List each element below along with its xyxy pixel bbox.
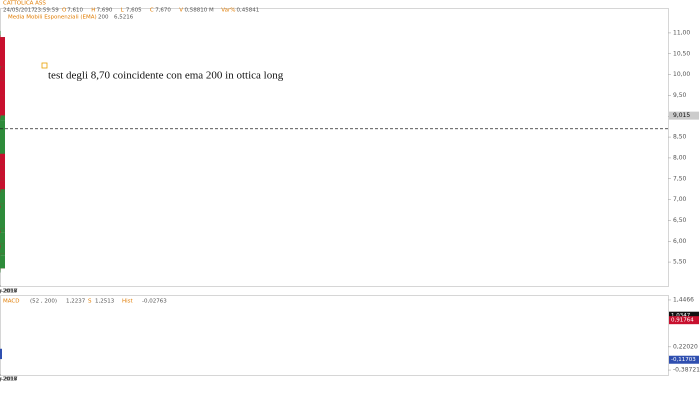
candle-body — [0, 170, 5, 177]
histogram-bar — [0, 354, 2, 356]
candle-body — [0, 232, 5, 244]
header-text: 23:59:59 — [34, 8, 59, 14]
y-tick-label: 1,4466 — [673, 296, 694, 303]
x-tick-label: 01-Nov-2017 — [0, 377, 18, 383]
header-text: (52 , 200) — [30, 299, 57, 305]
candle-body — [0, 187, 5, 190]
x-tick-label: 01-Dic-2016 — [0, 377, 17, 383]
candle-body — [0, 95, 5, 116]
candle-body — [0, 164, 5, 171]
header-text: L — [121, 8, 125, 14]
y-tick-label: -0,38721 — [673, 367, 700, 374]
chart-title: CATTOLICA ASS — [3, 1, 46, 7]
histogram-bar — [0, 352, 2, 356]
candle-body — [0, 191, 5, 204]
annotation-marker — [41, 62, 48, 69]
header-text: V — [179, 8, 183, 14]
x-tick-label: 01-Nov-2017 — [0, 289, 18, 295]
x-tick-label: 01-Dic-2017 — [0, 377, 17, 383]
header-text: Var% — [221, 8, 235, 14]
candle-body — [0, 255, 5, 269]
macd-panel — [0, 295, 669, 376]
y-tick-label: 6,00 — [673, 238, 687, 245]
y-tick-label: 7,50 — [673, 175, 687, 182]
x-tick-label: 01-Set-2017 — [0, 289, 17, 295]
x-tick-label: 03-Lug-2017 — [0, 289, 18, 295]
x-tick-label: 01-Feb-2018 — [0, 377, 18, 383]
x-tick-label: 03-Apr-2017 — [0, 289, 18, 295]
histogram-bar — [0, 348, 2, 356]
header-text: 1,2237 — [66, 299, 86, 305]
y-tick-label: 10,00 — [673, 71, 690, 78]
candle-body — [0, 226, 5, 233]
y-tick-label: 8,50 — [673, 134, 687, 141]
header-text: MACD — [3, 299, 20, 305]
last-value-label: -0,11703 — [671, 357, 696, 363]
candle-body — [0, 176, 5, 181]
header-text: Media Mobili Esponenziali (EMA) — [8, 15, 97, 21]
last-value-label: 0,91764 — [671, 318, 694, 324]
header-text: 6,5216 — [114, 15, 134, 21]
candle-body — [0, 160, 5, 165]
x-tick-label: 01-Giu-2017 — [0, 289, 18, 295]
x-tick-label: 03-Lug-2017 — [0, 377, 18, 383]
last-price-box — [669, 111, 699, 120]
header-text: 200 — [98, 15, 109, 21]
y-tick-label: 0,22020 — [673, 343, 698, 350]
y-tick-label: 9,50 — [673, 92, 687, 99]
y-tick-label: 8,00 — [673, 154, 687, 161]
candle-body — [0, 245, 5, 254]
candle-body — [0, 185, 5, 188]
header-text: 7,670 — [155, 8, 171, 14]
histogram-bar — [0, 355, 2, 360]
last-price-label: 9,015 — [673, 112, 690, 119]
header-text: 24/05/2017 — [3, 8, 35, 14]
y-tick-label: 11,00 — [673, 29, 690, 36]
candle-body — [0, 195, 5, 229]
header-text: H — [91, 8, 95, 14]
header-text: 7,605 — [126, 8, 142, 14]
y-tick-label: 6,50 — [673, 217, 687, 224]
candle-body — [0, 80, 5, 96]
header-text: 0,58810 M — [185, 8, 214, 14]
y-tick-label: 10,50 — [673, 50, 690, 57]
header-text: -0,02763 — [142, 299, 167, 305]
header-text: S — [88, 299, 92, 305]
x-tick-label: 01-Set-2017 — [0, 377, 17, 383]
y-tick-label: 5,50 — [673, 259, 687, 266]
annotation: test degli 8,70 coincidente con ema 200 … — [48, 70, 284, 82]
header-text: C — [150, 8, 154, 14]
header-text: Hist — [122, 299, 134, 305]
last-value-box — [669, 311, 699, 320]
candle-body — [0, 37, 5, 67]
header-text: 1,2513 — [95, 299, 115, 305]
candle-body — [0, 182, 5, 185]
x-tick-label: 03-Apr-2017 — [0, 377, 18, 383]
header-text: 7,610 — [67, 8, 83, 14]
x-tick-label: 01-Feb-2018 — [0, 289, 18, 295]
x-tick-label: 01-Feb-2017 — [0, 289, 18, 295]
y-tick-label: 7,00 — [673, 196, 687, 203]
x-tick-label: 01-Giu-2017 — [0, 377, 18, 383]
candle-body — [0, 70, 5, 81]
last-value-box — [669, 316, 699, 325]
candle-body — [0, 120, 5, 154]
x-tick-label: 01-Feb-2017 — [0, 377, 18, 383]
header-text: 7,690 — [97, 8, 113, 14]
x-tick-label: 01-Dic-2017 — [0, 289, 17, 295]
header-text: O — [62, 8, 67, 14]
x-tick-label: 01-Dic-2016 — [0, 289, 17, 295]
header-text: 0,45841 — [237, 8, 260, 14]
last-value-box — [669, 355, 699, 364]
